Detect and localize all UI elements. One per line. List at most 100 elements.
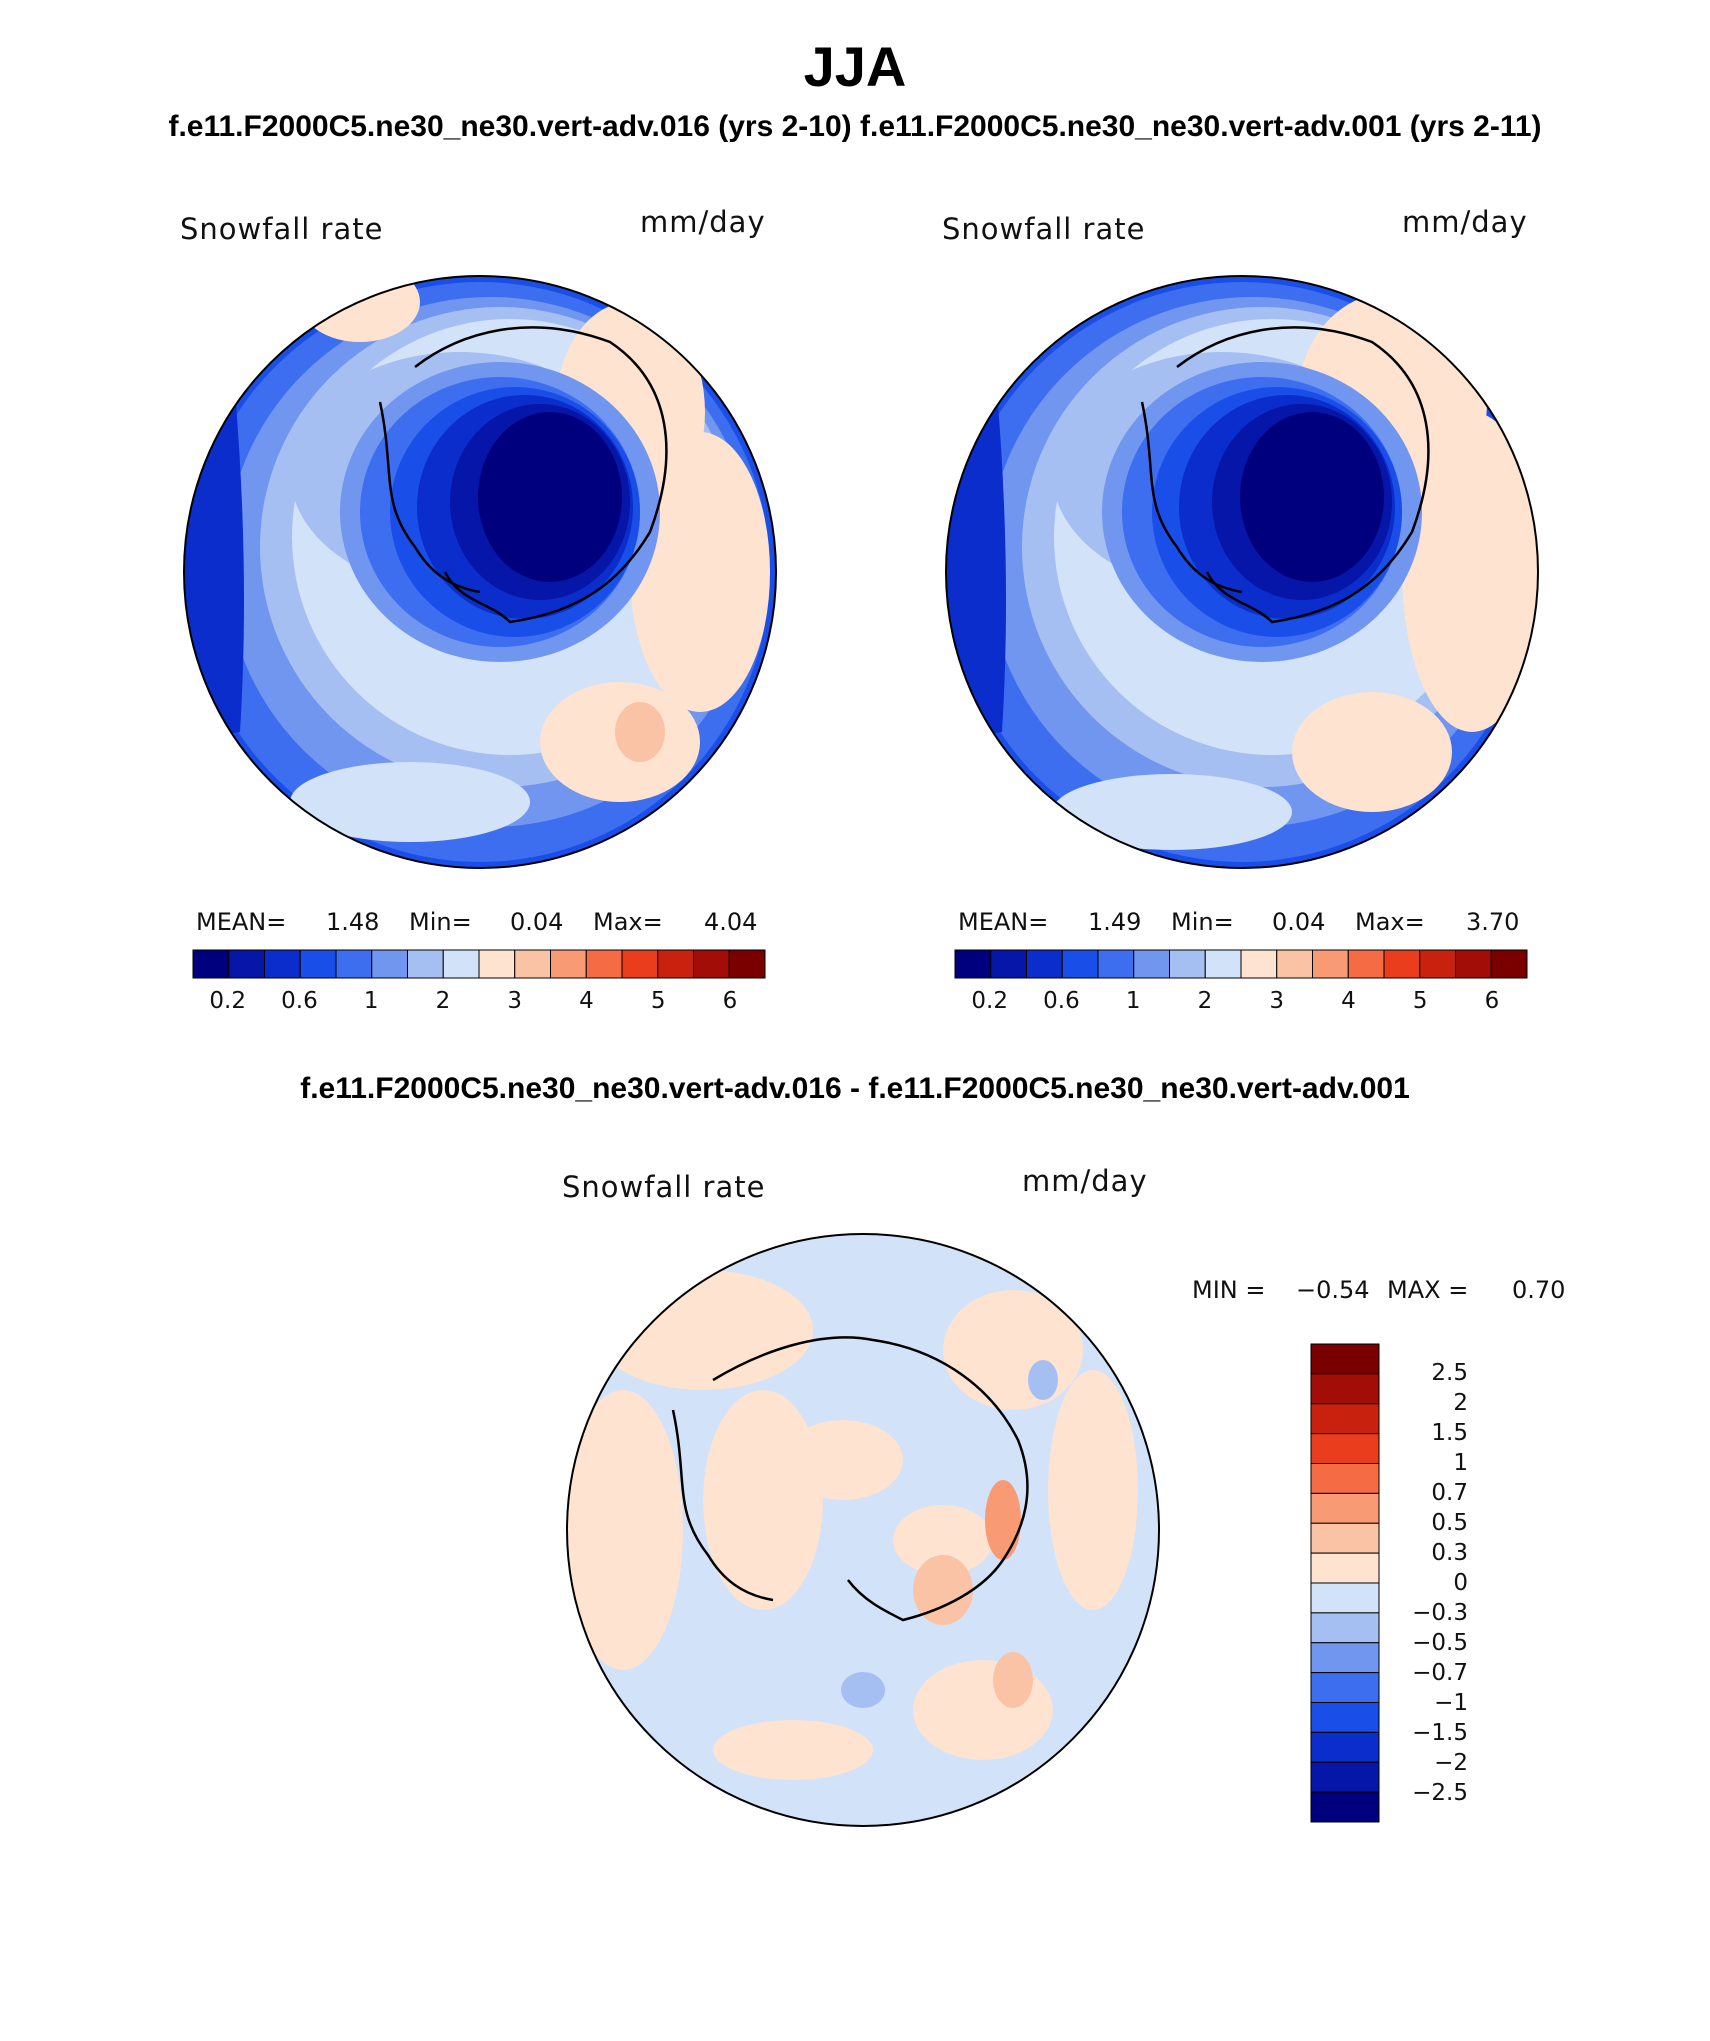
colorbar-tick-label: −0.5: [1412, 1630, 1468, 1656]
panel3-polar-map: [566, 1233, 1160, 1827]
colorbar-swatch: [621, 949, 659, 979]
colorbar-tick-label: −0.7: [1412, 1660, 1468, 1686]
colorbar-swatch: [478, 949, 516, 979]
figure-title: JJA: [803, 35, 907, 98]
colorbar-swatch: [585, 949, 623, 979]
colorbar-swatch: [990, 949, 1027, 979]
colorbar-tick-label: 1: [363, 988, 379, 1014]
colorbar-tick-label: 2: [1453, 1390, 1468, 1416]
colorbar-tick-label: 0.3: [1431, 1540, 1468, 1566]
colorbar-swatch: [442, 949, 480, 979]
colorbar-tick-label: 0.6: [281, 988, 318, 1014]
colorbar-swatch: [1419, 949, 1456, 979]
panel1-units-label: mm/day: [640, 205, 766, 239]
colorbar-tick-label: 4: [579, 988, 594, 1014]
panel1-max-label: Max=: [593, 908, 663, 936]
colorbar-swatch: [1310, 1433, 1380, 1464]
colorbar-swatch: [228, 949, 265, 979]
colorbar-swatch: [954, 949, 992, 979]
panel1-min-label: Min=: [409, 908, 472, 936]
colorbar-swatch: [1061, 949, 1099, 979]
colorbar-swatch: [1310, 1492, 1380, 1524]
colorbar-tick-label: 0.7: [1431, 1480, 1468, 1506]
colorbar-swatch: [1133, 949, 1170, 979]
colorbar-swatch: [1026, 949, 1063, 979]
top-panels-subtitle: f.e11.F2000C5.ne30_ne30.vert-adv.016 (yr…: [168, 110, 1542, 143]
colorbar-swatch: [1204, 949, 1242, 979]
colorbar-swatch: [1383, 949, 1421, 979]
panel3-max-label: MAX =: [1387, 1276, 1469, 1304]
colorbar-tick-label: 0: [1453, 1570, 1468, 1596]
colorbar-tick-label: 6: [722, 988, 738, 1014]
colorbar-tick-label: −2.5: [1412, 1780, 1468, 1806]
panel2-colorbar-ticks: 0.2 0.6 1 2 3 4 5 6: [954, 988, 1528, 1018]
colorbar-swatch: [1312, 949, 1349, 979]
panel1-colorbar: [192, 949, 766, 979]
panel2-max-label: Max=: [1355, 908, 1425, 936]
panel2-units-label: mm/day: [1402, 205, 1528, 239]
colorbar-tick-label: 0.2: [209, 988, 246, 1014]
colorbar-swatch: [1169, 949, 1206, 979]
colorbar-tick-label: 0.6: [1043, 988, 1080, 1014]
panel1-colorbar-ticks: 0.2 0.6 1 2 3 4 5 6: [192, 988, 766, 1018]
colorbar-swatch: [1097, 949, 1135, 979]
colorbar-swatch: [371, 949, 408, 979]
colorbar-tick-label: 5: [1412, 988, 1428, 1014]
colorbar-swatch: [335, 949, 373, 979]
colorbar-tick-label: 3: [507, 988, 523, 1014]
colorbar-swatch: [1310, 1672, 1380, 1703]
panel3-variable-label: Snowfall rate: [562, 1170, 766, 1204]
colorbar-swatch: [1310, 1552, 1380, 1584]
colorbar-tick-label: 1: [1125, 988, 1141, 1014]
colorbar-swatch: [1310, 1582, 1380, 1614]
panel2-colorbar: [954, 949, 1528, 979]
colorbar-swatch: [1455, 949, 1492, 979]
colorbar-swatch: [1310, 1612, 1380, 1644]
colorbar-swatch: [1310, 1761, 1380, 1793]
panel2-min-value: 0.04: [1272, 908, 1326, 936]
panel1-polar-map: [183, 275, 777, 869]
panel3-colorbar-ticks: 2.5 2 1.5 1 0.7 0.5 0.3 0 −0.3 −0.5 −0.7 −1 −1.5 −2 −2…: [1388, 1343, 1468, 1823]
panel2-variable-label: Snowfall rate: [942, 212, 1146, 246]
panel1-mean-value: 1.48: [326, 908, 380, 936]
panel2-max-value: 3.70: [1466, 908, 1520, 936]
panel2-mean-label: MEAN=: [958, 908, 1049, 936]
panel3-colorbar: [1310, 1343, 1380, 1823]
colorbar-tick-label: 2: [435, 988, 451, 1014]
colorbar-tick-label: 1: [1453, 1450, 1468, 1476]
panel2-mean-value: 1.49: [1088, 908, 1142, 936]
colorbar-swatch: [1490, 949, 1528, 979]
panel1-max-value: 4.04: [704, 908, 758, 936]
colorbar-swatch: [264, 949, 301, 979]
difference-panel-title: f.e11.F2000C5.ne30_ne30.vert-adv.016 - f…: [300, 1072, 1410, 1105]
colorbar-swatch: [514, 949, 551, 979]
colorbar-tick-label: 2.5: [1431, 1360, 1468, 1386]
panel3-min-value: −0.54: [1296, 1276, 1370, 1304]
colorbar-tick-label: 4: [1341, 988, 1356, 1014]
colorbar-swatch: [1240, 949, 1278, 979]
panel1-min-value: 0.04: [510, 908, 564, 936]
colorbar-tick-label: −1: [1434, 1690, 1468, 1716]
colorbar-swatch: [728, 949, 766, 979]
colorbar-swatch: [1310, 1373, 1380, 1405]
panel3-units-label: mm/day: [1022, 1164, 1148, 1198]
panel1-mean-label: MEAN=: [196, 908, 287, 936]
colorbar-tick-label: 6: [1484, 988, 1500, 1014]
colorbar-swatch: [192, 949, 230, 979]
panel3-max-value: 0.70: [1512, 1276, 1566, 1304]
colorbar-swatch: [1310, 1343, 1380, 1375]
colorbar-tick-label: 2: [1197, 988, 1213, 1014]
colorbar-swatch: [1310, 1522, 1380, 1554]
panel1-variable-label: Snowfall rate: [180, 212, 384, 246]
panel3-min-label: MIN =: [1192, 1276, 1266, 1304]
colorbar-tick-label: 0.2: [971, 988, 1008, 1014]
colorbar-swatch: [1310, 1702, 1380, 1733]
colorbar-swatch: [693, 949, 730, 979]
colorbar-tick-label: −0.3: [1412, 1600, 1468, 1626]
colorbar-swatch: [1310, 1463, 1380, 1494]
colorbar-swatch: [1310, 1791, 1380, 1823]
colorbar-swatch: [1347, 949, 1385, 979]
colorbar-swatch: [1310, 1403, 1380, 1435]
colorbar-tick-label: −2: [1434, 1750, 1468, 1776]
panel2-polar-map: [945, 275, 1539, 869]
